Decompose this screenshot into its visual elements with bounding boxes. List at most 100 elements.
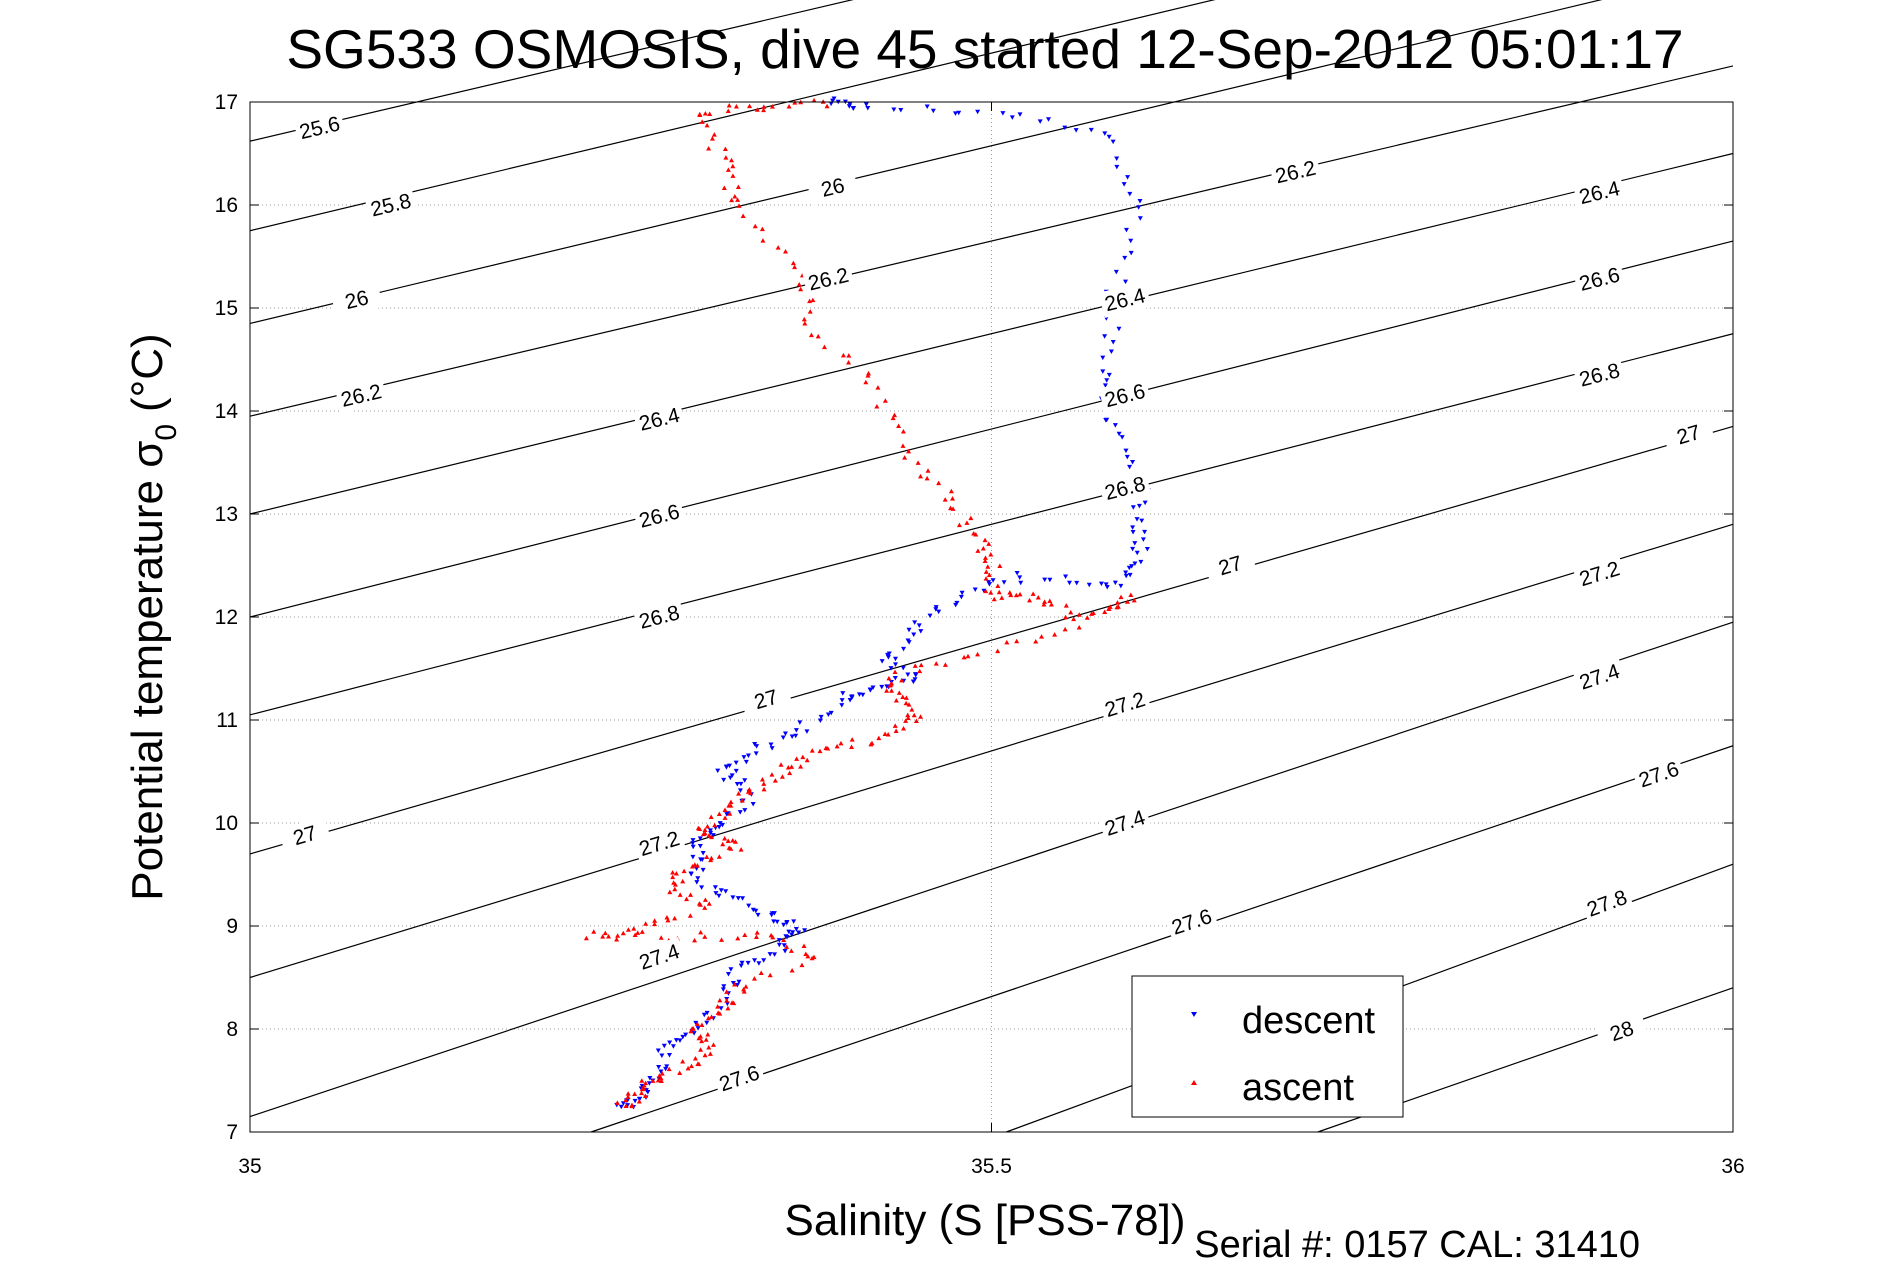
- ascent-point: [725, 167, 731, 172]
- descent-point: [906, 627, 912, 633]
- descent-point: [776, 938, 782, 943]
- descent-point: [659, 1053, 665, 1059]
- y-tick-label: 13: [215, 503, 238, 526]
- descent-point: [618, 1104, 624, 1110]
- ascent-point: [1047, 598, 1053, 604]
- axes-background: [250, 102, 1733, 1132]
- descent-point: [717, 821, 723, 826]
- descent-point: [1098, 581, 1104, 587]
- ascent-point: [729, 197, 735, 203]
- ascent-point: [948, 488, 954, 494]
- descent-point: [733, 768, 739, 774]
- ascent-point: [770, 934, 776, 940]
- ascent-point: [752, 223, 758, 229]
- ascent-point: [789, 764, 795, 769]
- ascent-point: [869, 740, 875, 746]
- descent-point: [959, 590, 965, 596]
- descent-point: [901, 646, 907, 652]
- descent-point: [1104, 378, 1110, 383]
- descent-point: [1110, 139, 1116, 145]
- ascent-point: [632, 932, 638, 938]
- ascent-point: [709, 1014, 715, 1019]
- descent-point: [620, 1101, 626, 1106]
- descent-point: [1113, 269, 1119, 275]
- descent-point: [1001, 580, 1007, 585]
- contour-label-bg: [1661, 415, 1716, 454]
- ascent-point: [874, 403, 880, 409]
- ascent-point: [1124, 599, 1130, 604]
- ascent-point: [799, 962, 805, 968]
- descent-point: [870, 685, 876, 690]
- ascent-point: [614, 937, 620, 942]
- ascent-point: [785, 764, 791, 770]
- descent-point: [745, 960, 751, 966]
- y-axis-label: Potential temperature σ0 (°C): [123, 333, 183, 900]
- ascent-point: [803, 951, 809, 956]
- descent-point: [916, 623, 922, 628]
- ascent-point: [615, 933, 621, 938]
- descent-point: [1037, 119, 1043, 124]
- descent-point: [721, 777, 727, 783]
- ascent-point: [789, 967, 795, 973]
- ascent-point: [761, 107, 767, 113]
- descent-point: [776, 942, 782, 948]
- contour-label-bg: [1594, 1010, 1649, 1052]
- descent-point: [790, 930, 796, 935]
- descent-point: [1102, 334, 1108, 339]
- ascent-point: [982, 555, 988, 560]
- legend-box: [1131, 975, 1404, 1118]
- ascent-point: [1114, 600, 1120, 605]
- descent-point: [784, 920, 790, 926]
- descent-point: [736, 979, 742, 985]
- descent-point: [1128, 250, 1134, 256]
- ascent-point: [699, 1038, 705, 1044]
- descent-point: [725, 971, 731, 977]
- descent-point: [1014, 570, 1020, 576]
- ascent-point: [623, 1097, 629, 1103]
- ascent-point: [784, 944, 790, 949]
- ascent-point: [583, 935, 589, 941]
- descent-point: [738, 781, 744, 787]
- plot-area: 25.625.8262626.226.226.226.426.426.426.6…: [215, 0, 1745, 1178]
- ascent-point: [903, 718, 909, 723]
- ascent-point: [719, 937, 725, 942]
- ascent-point: [692, 862, 698, 867]
- ascent-point: [723, 155, 729, 160]
- descent-point: [737, 810, 743, 815]
- descent-point: [729, 773, 735, 778]
- descent-point: [1132, 541, 1138, 546]
- ascent-point: [694, 863, 700, 868]
- isopycnal-26.4: [249, 152, 1734, 515]
- descent-point: [911, 632, 917, 638]
- ascent-point: [884, 688, 890, 693]
- descent-point: [673, 1038, 679, 1043]
- descent-point: [683, 1032, 689, 1038]
- ascent-point: [705, 1015, 711, 1021]
- ascent-point: [1017, 591, 1023, 597]
- descent-point: [786, 929, 792, 935]
- ascent-point: [1041, 601, 1047, 607]
- ascent-point: [696, 1061, 702, 1067]
- descent-point: [742, 778, 748, 783]
- descent-point: [975, 109, 981, 115]
- descent-point: [646, 1081, 652, 1086]
- contour-label-bg: [632, 936, 687, 977]
- ascent-point: [709, 136, 715, 141]
- legend-ascent-label: ascent: [1242, 1067, 1354, 1109]
- ascent-point: [730, 838, 736, 843]
- descent-point: [755, 912, 761, 918]
- ascent-point: [1084, 615, 1090, 620]
- ascent-point: [629, 1103, 635, 1109]
- descent-point: [1102, 131, 1108, 136]
- descent-point: [789, 734, 795, 740]
- descent-point: [658, 1069, 664, 1074]
- ascent-point: [1008, 592, 1014, 598]
- ascent-point: [1048, 602, 1054, 607]
- descent-point: [1103, 418, 1109, 423]
- ascent-point: [720, 841, 726, 847]
- descent-point: [715, 768, 721, 774]
- ascent-point: [658, 935, 664, 940]
- ascent-point: [893, 728, 899, 733]
- ascent-point: [1102, 609, 1108, 614]
- ascent-point: [961, 654, 967, 660]
